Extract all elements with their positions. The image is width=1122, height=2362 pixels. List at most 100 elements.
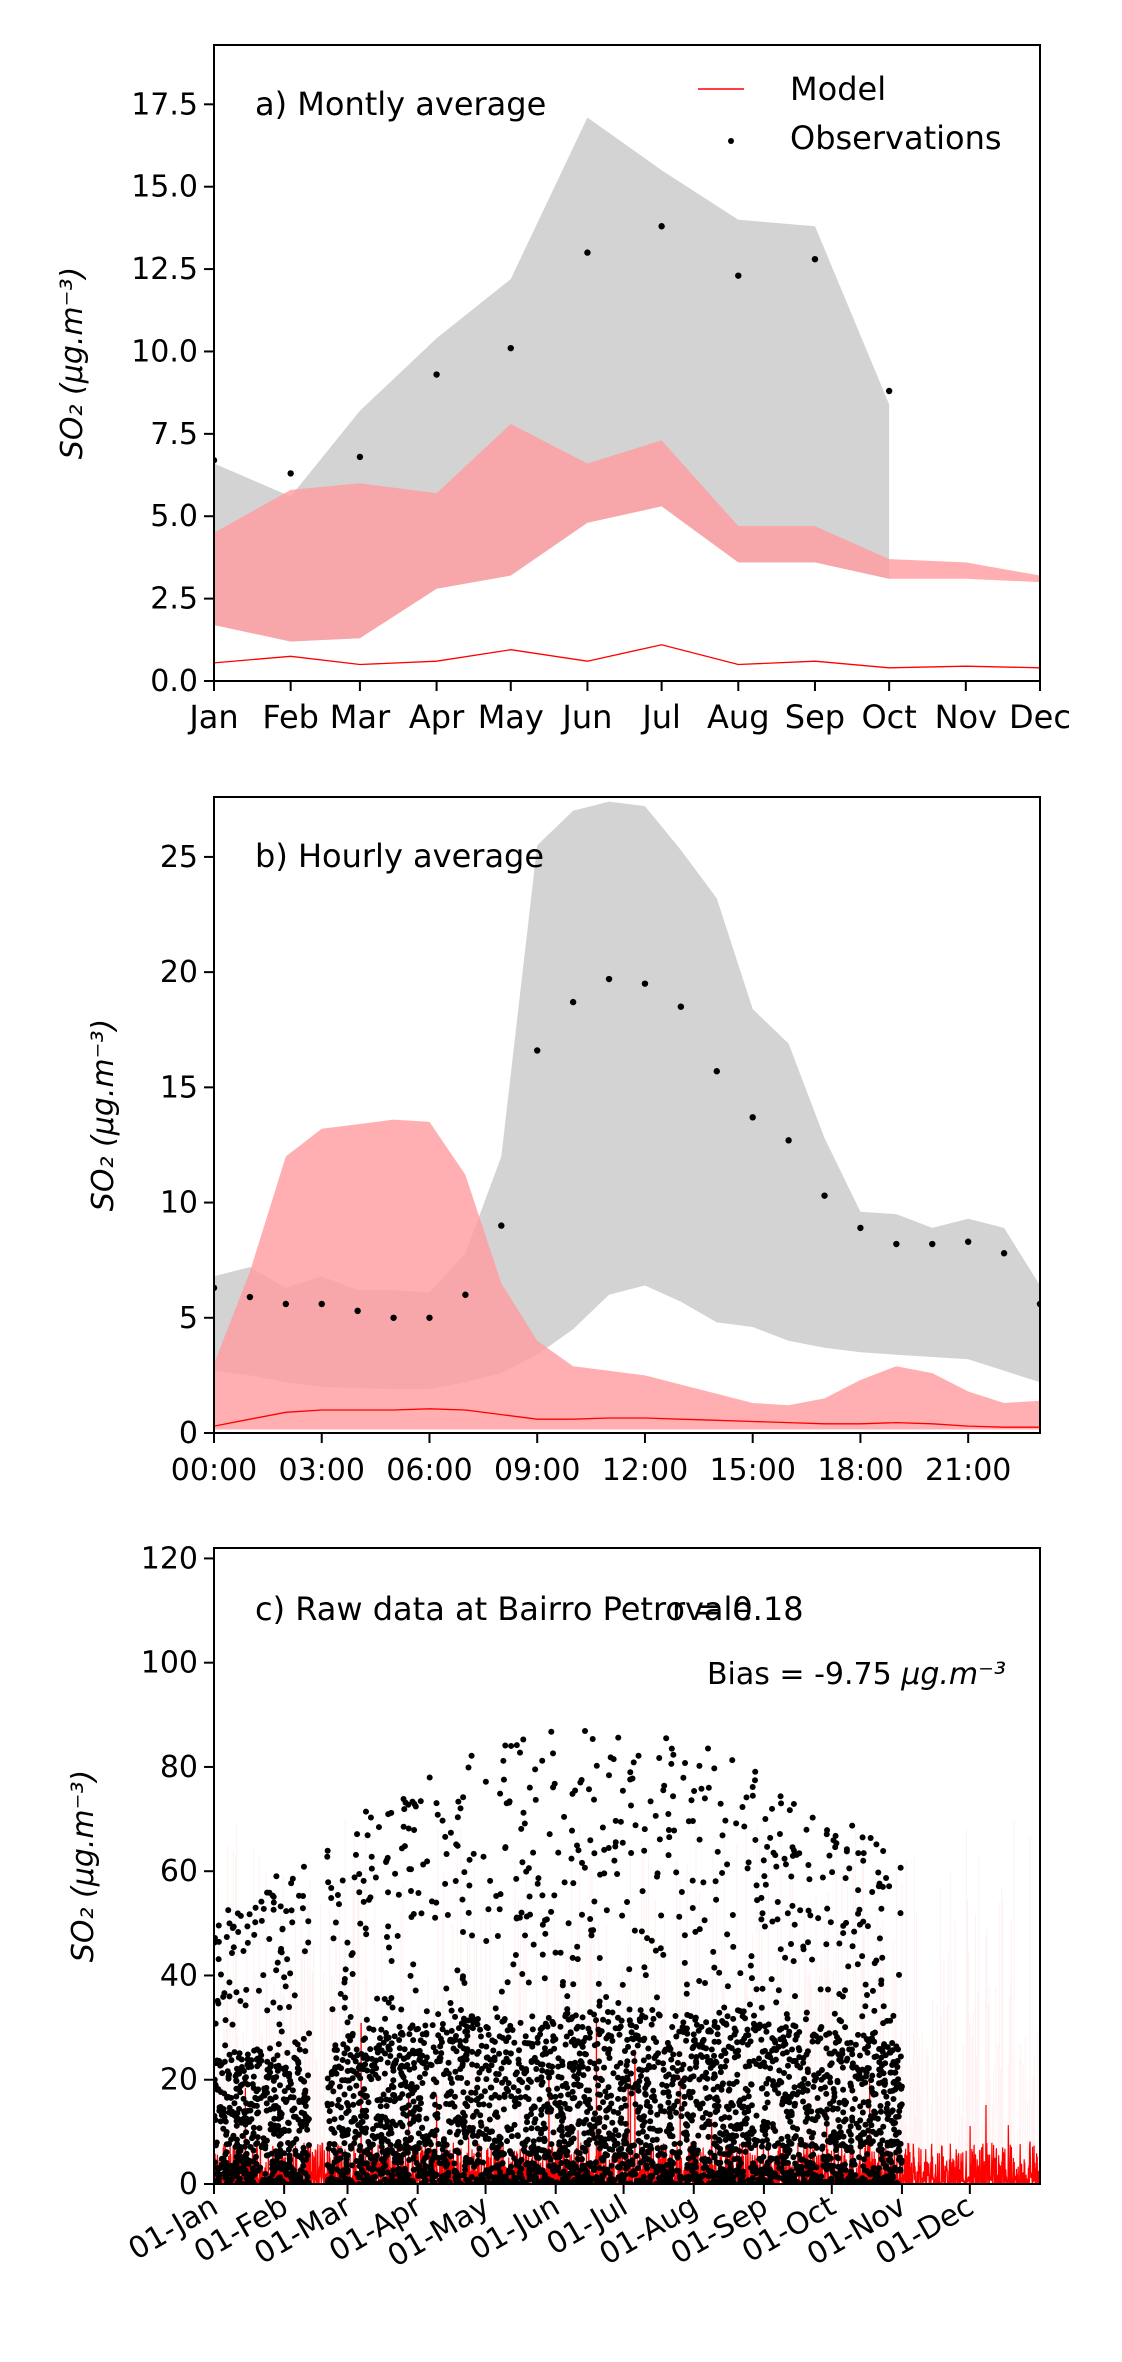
panel-c-observation-point <box>769 2035 776 2042</box>
panel-c-observation-point <box>282 2098 289 2105</box>
panel-c-observation-point <box>716 2009 723 2016</box>
panel-c-observation-point <box>875 1869 882 1876</box>
panel-c-observation-point <box>665 2089 672 2096</box>
panel-c-observation-point <box>699 2100 706 2107</box>
panel-c-observation-point <box>624 1899 631 1906</box>
panel-c-observation-point <box>891 2126 898 2133</box>
panel-b-ytick-label-2: 10 <box>160 1186 198 1221</box>
panel-c-observation-point <box>680 1774 687 1781</box>
panel-c-observation-point <box>500 1776 507 1783</box>
panel-b-ylabel-text: SO₂ (μg.m⁻³) <box>86 1019 121 1211</box>
panel-c-observation-point <box>250 2124 257 2131</box>
panel-c-observation-point <box>270 2056 277 2063</box>
panel-c-observation-point <box>869 2030 876 2037</box>
panel-c-observation-point <box>508 2093 515 2100</box>
panel-c-observation-point <box>324 2075 331 2082</box>
panel-c-observation-point <box>239 2168 246 2175</box>
panel-c-observation-point <box>615 2132 622 2139</box>
panel-c-observation-point <box>806 1876 813 1883</box>
panel-c-observation-point <box>233 2093 240 2100</box>
panel-c-observation-point <box>500 2059 507 2066</box>
panel-c-observation-point <box>855 2031 862 2038</box>
panel-c-observation-point <box>649 2006 656 2013</box>
panel-c-observation-point <box>334 1892 341 1899</box>
panel-c-observation-point <box>342 1994 349 2001</box>
panel-c-observation-point <box>523 2113 530 2120</box>
panel-c-observation-point <box>215 1922 222 1929</box>
panel-c-observation-point <box>619 1787 626 1794</box>
panel-c-observation-point <box>719 2018 726 2025</box>
panel-c-observation-point <box>344 2131 351 2138</box>
panel-c-observation-point <box>278 1945 285 1952</box>
panel-c-observation-point <box>545 2014 552 2021</box>
panel-c-observation-point <box>773 2155 780 2162</box>
panel-b-ytick-label-5: 25 <box>160 840 198 875</box>
panel-c-observation-point <box>696 1926 703 1933</box>
panel-c-observation-point <box>615 2095 622 2102</box>
panel-c-observation-point <box>231 2049 238 2056</box>
panel-c-observation-point <box>647 2174 654 2181</box>
panel-c-observation-point <box>420 2179 427 2184</box>
panel-c-observation-point <box>495 2144 502 2151</box>
panel-c-observation-point <box>577 2167 584 2174</box>
panel-c-observation-point <box>332 2042 339 2049</box>
panel-c-observation-point <box>339 2128 346 2135</box>
panel-c-observation-point <box>632 1822 639 1829</box>
panel-c-observation-point <box>887 2069 894 2076</box>
panel-c-observation-point <box>688 2053 695 2060</box>
panel-c-observation-point <box>643 2102 650 2109</box>
panel-c-observation-point <box>645 2053 652 2060</box>
panel-c-observation-point <box>596 2104 603 2111</box>
panel-c-observation-point <box>434 1811 441 1818</box>
panel-c-observation-point <box>598 2077 605 2084</box>
panel-c-observation-point <box>444 2160 451 2167</box>
panel-c-observation-point <box>871 2007 878 2014</box>
panel-c-observation-point <box>590 2166 597 2173</box>
panel-c-observation-point <box>824 2106 831 2113</box>
panel-c-observation-point <box>765 2021 772 2028</box>
panel-c-observation-point <box>349 2030 356 2037</box>
panel-c-observation-point <box>279 1926 286 1933</box>
panel-c-observation-point <box>675 2090 682 2097</box>
panel-c-observation-point <box>214 2116 219 2123</box>
panel-c-observation-point <box>683 1990 690 1997</box>
panel-c-observation-point <box>529 2013 536 2020</box>
panel-c-observation-point <box>548 1728 555 1735</box>
panel-c-observation-point <box>865 2127 872 2134</box>
panel-c-observation-point <box>830 2097 837 2104</box>
panel-c-observation-point <box>724 1983 731 1990</box>
panel-c-observation-point <box>615 1734 622 1741</box>
panel-c-observation-point <box>635 1752 642 1759</box>
panel-c-observation-point <box>591 1796 598 1803</box>
panel-c-observation-point <box>401 2178 408 2184</box>
panel-c-observation-point <box>490 2047 497 2054</box>
panel-c-observation-point <box>753 2170 760 2177</box>
panel-c-observation-point <box>882 2052 889 2059</box>
panel-c-observation-point <box>680 2061 687 2068</box>
panel-b-observations-band <box>214 801 1040 1390</box>
panel-c-observation-point <box>236 2143 243 2150</box>
panel-c-observation-point <box>591 1898 598 1905</box>
panel-c-observation-point <box>407 1972 414 1979</box>
panel-c-observation-point <box>339 2172 346 2179</box>
panel-c-observation-point <box>655 2050 662 2057</box>
panel-c-observation-point <box>384 2169 391 2176</box>
panel-c-observation-point <box>244 2051 251 2058</box>
panel-c-observation-point <box>764 2099 771 2106</box>
panel-c-observation-point <box>752 2141 759 2148</box>
panel-c-observation-point <box>289 2107 296 2114</box>
panel-c-observation-point <box>605 1772 612 1779</box>
panel-c-observation-point <box>737 1970 744 1977</box>
panel-b-label: b) Hourly average <box>255 837 544 875</box>
panel-c-observation-point <box>296 2127 303 2134</box>
panel-c-observation-point <box>836 2037 843 2044</box>
panel-c-observation-point <box>604 2093 611 2100</box>
panel-c-observation-point <box>378 2143 385 2150</box>
panel-c-observation-point <box>284 1956 291 1963</box>
panel-c-observation-point <box>299 2118 306 2125</box>
panel-c-observation-point <box>483 2126 490 2133</box>
panel-c-observation-point <box>524 2136 531 2143</box>
panel-c-observation-point <box>360 2036 367 2043</box>
panel-a-xtick-label-6: Jul <box>640 698 681 736</box>
